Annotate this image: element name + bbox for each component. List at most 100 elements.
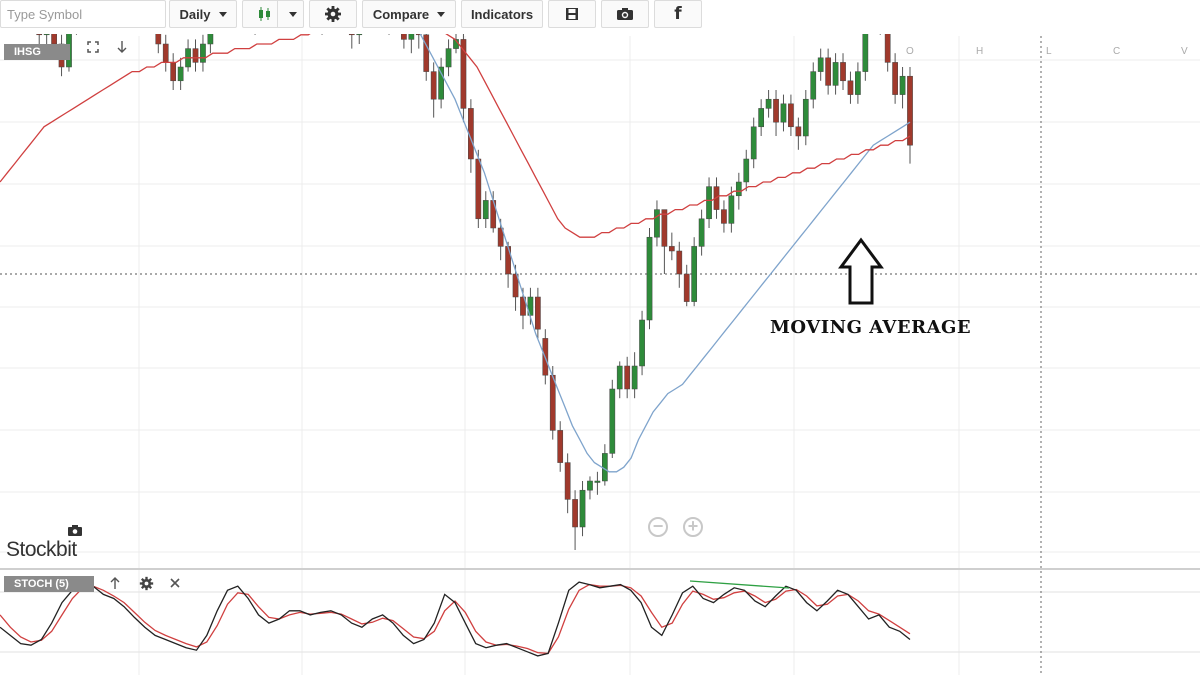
candle: [676, 241, 683, 288]
fullscreen-icon[interactable]: [87, 41, 99, 56]
ohlc-label-open: O: [906, 46, 914, 57]
snapshot-button[interactable]: [601, 0, 649, 28]
logo-text: Stockbit: [6, 538, 77, 561]
candle: [750, 117, 757, 169]
chevron-down-icon: [289, 12, 297, 17]
price-chart[interactable]: [0, 34, 1200, 675]
candle: [847, 71, 854, 104]
candle: [788, 94, 794, 136]
save-button[interactable]: [548, 0, 596, 28]
zoom-out-icon[interactable]: −: [648, 517, 668, 537]
download-arrow-icon[interactable]: [116, 40, 128, 57]
ma-slow-line: [0, 34, 911, 238]
candle: [907, 67, 913, 164]
candle: [817, 48, 824, 81]
logo-camera-icon: [68, 525, 82, 536]
candle: [691, 237, 698, 307]
ma-fast-line: [419, 34, 911, 473]
indicators-button[interactable]: Indicators: [461, 0, 543, 28]
candle: [356, 34, 363, 44]
zoom-in-icon[interactable]: +: [683, 517, 703, 537]
candle: [535, 287, 541, 339]
candle: [855, 62, 861, 104]
candle: [460, 34, 467, 123]
moving-average-annotation: MOVING AVERAGE: [770, 317, 972, 338]
up-arrow-annotation-icon: [838, 237, 884, 305]
chart-grid: [0, 36, 1200, 675]
candle: [557, 421, 564, 472]
symbol-search-input[interactable]: Type Symbol: [0, 0, 166, 28]
candle: [698, 209, 705, 256]
candle: [602, 444, 608, 486]
ohlc-label-low: L: [1046, 46, 1052, 57]
interval-label: Daily: [179, 6, 211, 22]
candle: [879, 34, 881, 35]
candle: [207, 34, 214, 54]
interval-select[interactable]: Daily: [169, 0, 237, 28]
candle: [423, 34, 430, 81]
compare-label: Compare: [372, 6, 430, 22]
ohlc-label-volume: V: [1181, 46, 1188, 57]
candle: [162, 34, 169, 72]
candle: [415, 34, 422, 49]
candle: [408, 34, 415, 54]
chevron-down-icon: [218, 11, 227, 17]
candle: [616, 361, 623, 399]
candle: [572, 490, 578, 550]
candle: [170, 53, 177, 90]
compare-button[interactable]: Compare: [362, 0, 456, 28]
candle: [780, 94, 787, 132]
candle: [758, 99, 764, 136]
candle: [192, 39, 199, 72]
candle: [177, 57, 184, 90]
candles-layer: [36, 34, 913, 550]
candle: [155, 34, 162, 54]
candle: [832, 53, 839, 95]
close-icon[interactable]: [169, 577, 181, 592]
candle: [401, 34, 407, 49]
candle: [884, 34, 891, 72]
candle: [624, 356, 631, 399]
ohlc-label-close: C: [1113, 46, 1121, 57]
candle: [795, 117, 802, 150]
indicators-label: Indicators: [470, 6, 534, 22]
stoch-tag: STOCH (5): [4, 576, 94, 592]
candle: [773, 90, 779, 136]
candle: [482, 191, 489, 228]
facebook-icon: f: [674, 4, 682, 24]
save-icon: [566, 8, 578, 20]
candle: [321, 34, 323, 35]
chevron-down-icon: [437, 11, 446, 17]
divergence-line: [689, 580, 790, 589]
candlestick-icon: [259, 7, 270, 21]
candle: [200, 34, 206, 72]
candle: [802, 90, 809, 146]
candle: [438, 57, 444, 109]
candle: [728, 186, 735, 233]
settings-button[interactable]: [309, 0, 357, 28]
gear-icon[interactable]: [139, 576, 154, 594]
stoch-k-line: [0, 581, 911, 657]
candle: [825, 48, 831, 95]
gear-icon: [325, 6, 341, 22]
up-arrow-icon[interactable]: [109, 577, 121, 593]
candle: [721, 200, 727, 233]
candle: [899, 67, 906, 109]
chart-type-button[interactable]: [242, 0, 304, 28]
candle: [579, 481, 586, 537]
camera-icon: [617, 8, 633, 20]
candle: [594, 471, 601, 495]
candle: [609, 379, 616, 458]
candle: [254, 34, 256, 35]
candle: [765, 90, 772, 118]
ohlc-label-high: H: [976, 46, 984, 57]
symbol-tag: IHSG: [4, 44, 70, 60]
candle: [639, 310, 645, 376]
facebook-share-button[interactable]: f: [654, 0, 702, 28]
candle: [631, 352, 638, 399]
stockbit-logo: Stockbit: [6, 525, 82, 562]
stoch-layer: [0, 581, 911, 657]
candle: [646, 228, 653, 330]
toolbar: Type Symbol Daily Compare Indicators: [0, 0, 1200, 32]
candle: [840, 53, 846, 90]
